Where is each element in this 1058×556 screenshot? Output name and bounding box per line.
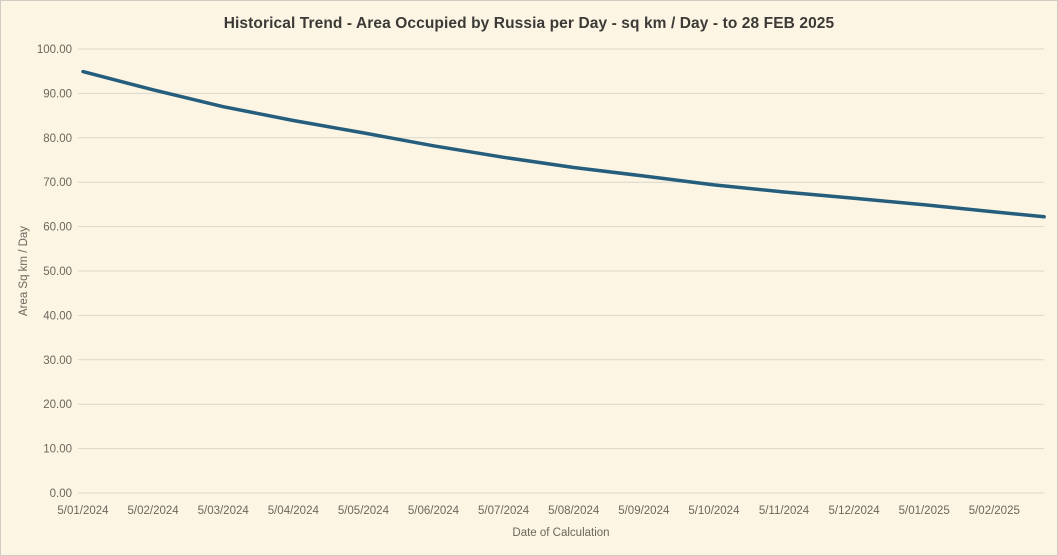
y-gridlines: [78, 48, 1044, 494]
x-tick-label: 5/02/2024: [128, 505, 180, 517]
chart-title: Historical Trend - Area Occupied by Russ…: [224, 15, 835, 32]
y-tick-label: 20.00: [43, 399, 72, 411]
trend-line: [81, 69, 1046, 219]
x-tick-label: 5/02/2025: [969, 505, 1020, 517]
x-tick-label: 5/08/2024: [548, 505, 600, 517]
y-tick-label: 50.00: [43, 266, 72, 278]
y-tick-labels: 0.00 10.00 20.00 30.00 40.00 50.00 60.00 70.00 8…: [37, 44, 72, 500]
y-tick-label: 0.00: [50, 488, 72, 500]
y-tick-label: 60.00: [43, 222, 72, 234]
y-tick-label: 90.00: [43, 88, 72, 100]
x-tick-labels: 5/01/2024 5/02/2024 5/03/2024 5/04/2024 5/05…: [57, 505, 1019, 517]
x-tick-label: 5/12/2024: [829, 505, 881, 517]
y-tick-label: 30.00: [43, 355, 72, 367]
y-tick-label: 40.00: [43, 310, 72, 322]
y-tick-label: 100.00: [37, 44, 72, 56]
x-tick-label: 5/06/2024: [408, 505, 460, 517]
x-tick-label: 5/01/2024: [57, 505, 109, 517]
x-tick-label: 5/09/2024: [618, 505, 670, 517]
y-tick-label: 70.00: [43, 177, 72, 189]
x-tick-label: 5/05/2024: [338, 505, 390, 517]
y-axis-title: Area Sq km / Day: [18, 226, 30, 316]
x-tick-label: 5/07/2024: [478, 505, 530, 517]
y-tick-label: 10.00: [43, 444, 72, 456]
x-axis-title: Date of Calculation: [512, 527, 609, 539]
y-tick-label: 80.00: [43, 133, 72, 145]
x-tick-label: 5/04/2024: [268, 505, 320, 517]
x-tick-label: 5/03/2024: [198, 505, 250, 517]
x-tick-label: 5/10/2024: [688, 505, 740, 517]
x-tick-label: 5/11/2024: [759, 505, 810, 517]
x-tick-label: 5/01/2025: [899, 505, 950, 517]
